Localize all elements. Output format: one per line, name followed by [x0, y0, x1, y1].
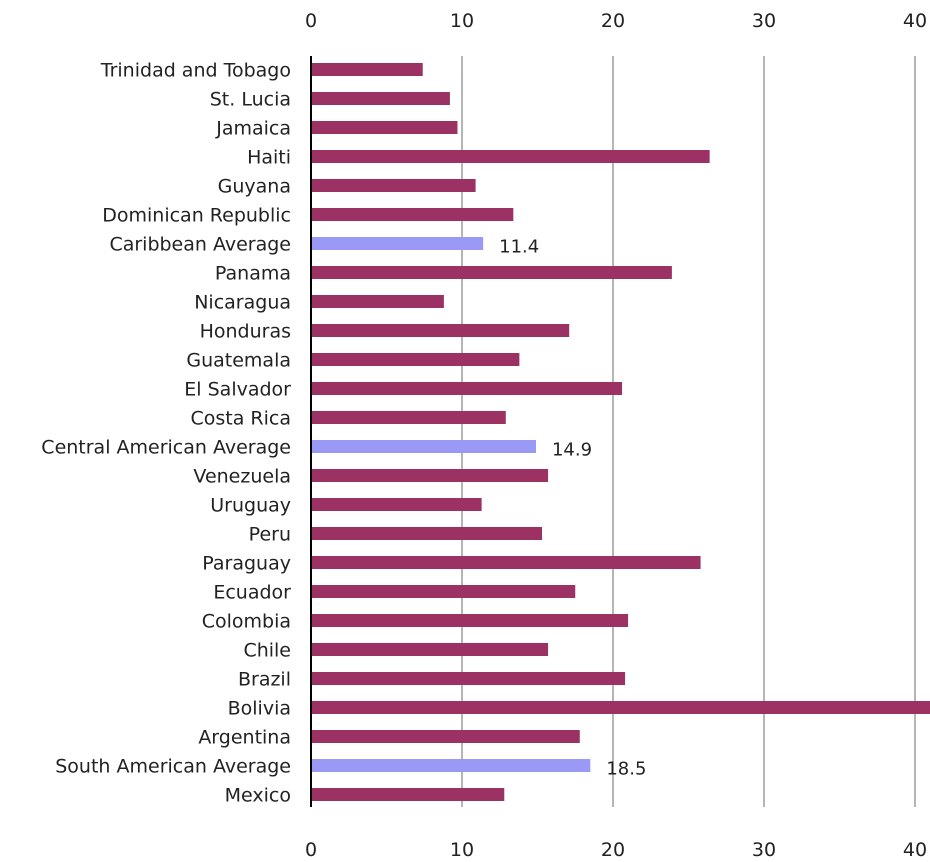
country-bar — [311, 353, 520, 366]
category-label: Nicaragua — [194, 292, 291, 314]
category-label: Honduras — [200, 321, 291, 343]
gridlines — [461, 56, 916, 807]
category-label: Chile — [243, 640, 291, 662]
category-label: Caribbean Average — [109, 234, 291, 256]
category-label: Uruguay — [210, 495, 291, 517]
category-label: Paraguay — [202, 553, 291, 575]
category-label: Ecuador — [213, 582, 291, 604]
country-bar — [311, 643, 549, 656]
country-bar — [311, 469, 549, 482]
average-bar — [311, 759, 591, 772]
category-label: South American Average — [55, 756, 291, 778]
country-bar — [311, 701, 930, 714]
category-label: Bolivia — [228, 698, 291, 720]
top-tick-label: 20 — [601, 10, 625, 32]
country-bar — [311, 730, 580, 743]
bottom-tick-label: 20 — [601, 839, 625, 861]
average-bar — [311, 237, 484, 250]
category-label: Jamaica — [215, 118, 291, 140]
category-label: Mexico — [225, 785, 291, 807]
country-bar — [311, 498, 482, 511]
bottom-tick-label: 40 — [903, 839, 927, 861]
country-bar — [311, 121, 458, 134]
bottom-tick-label: 30 — [752, 839, 776, 861]
country-bar — [311, 556, 701, 569]
category-label: Central American Average — [41, 437, 291, 459]
category-label: Argentina — [198, 727, 291, 749]
category-label: St. Lucia — [210, 89, 291, 111]
country-bar — [311, 92, 450, 105]
category-label: El Salvador — [184, 379, 291, 401]
category-labels: Trinidad and Tobago St. Lucia Jamaica Haiti… — [41, 60, 291, 807]
bottom-tick-label: 10 — [450, 839, 474, 861]
country-bar — [311, 63, 423, 76]
data-label: 11.4 — [499, 237, 539, 258]
category-label: Venezuela — [193, 466, 291, 488]
bars — [311, 63, 930, 801]
category-label: Costa Rica — [191, 408, 292, 430]
top-tick-label: 0 — [305, 10, 317, 32]
data-labels: 11.4 14.9 18.5 — [499, 237, 646, 780]
top-tick-label: 40 — [903, 10, 927, 32]
top-tick-label: 10 — [450, 10, 474, 32]
category-label: Dominican Republic — [102, 205, 291, 227]
country-bar — [311, 150, 710, 163]
country-bar — [311, 179, 476, 192]
country-bar — [311, 208, 514, 221]
data-label: 14.9 — [552, 440, 592, 461]
country-bar — [311, 614, 629, 627]
data-label: 18.5 — [606, 759, 646, 780]
category-label: Guatemala — [186, 350, 291, 372]
country-bar — [311, 411, 506, 424]
category-label: Haiti — [247, 147, 291, 169]
country-bar — [311, 324, 570, 337]
country-bar — [311, 527, 543, 540]
category-label: Panama — [215, 263, 291, 285]
country-bar — [311, 585, 576, 598]
category-label: Peru — [249, 524, 291, 546]
country-bar — [311, 382, 623, 395]
country-bar — [311, 295, 444, 308]
category-label: Trinidad and Tobago — [100, 60, 291, 82]
category-label: Guyana — [218, 176, 291, 198]
country-bar — [311, 672, 626, 685]
bottom-tick-labels: 0 10 20 30 40 — [305, 839, 927, 861]
top-tick-labels: 0 10 20 30 40 — [305, 10, 927, 32]
country-bar — [311, 788, 505, 801]
average-bar — [311, 440, 536, 453]
category-label: Brazil — [238, 669, 291, 691]
country-bar — [311, 266, 672, 279]
bottom-tick-label: 0 — [305, 839, 317, 861]
category-label: Colombia — [202, 611, 291, 633]
top-tick-label: 30 — [752, 10, 776, 32]
